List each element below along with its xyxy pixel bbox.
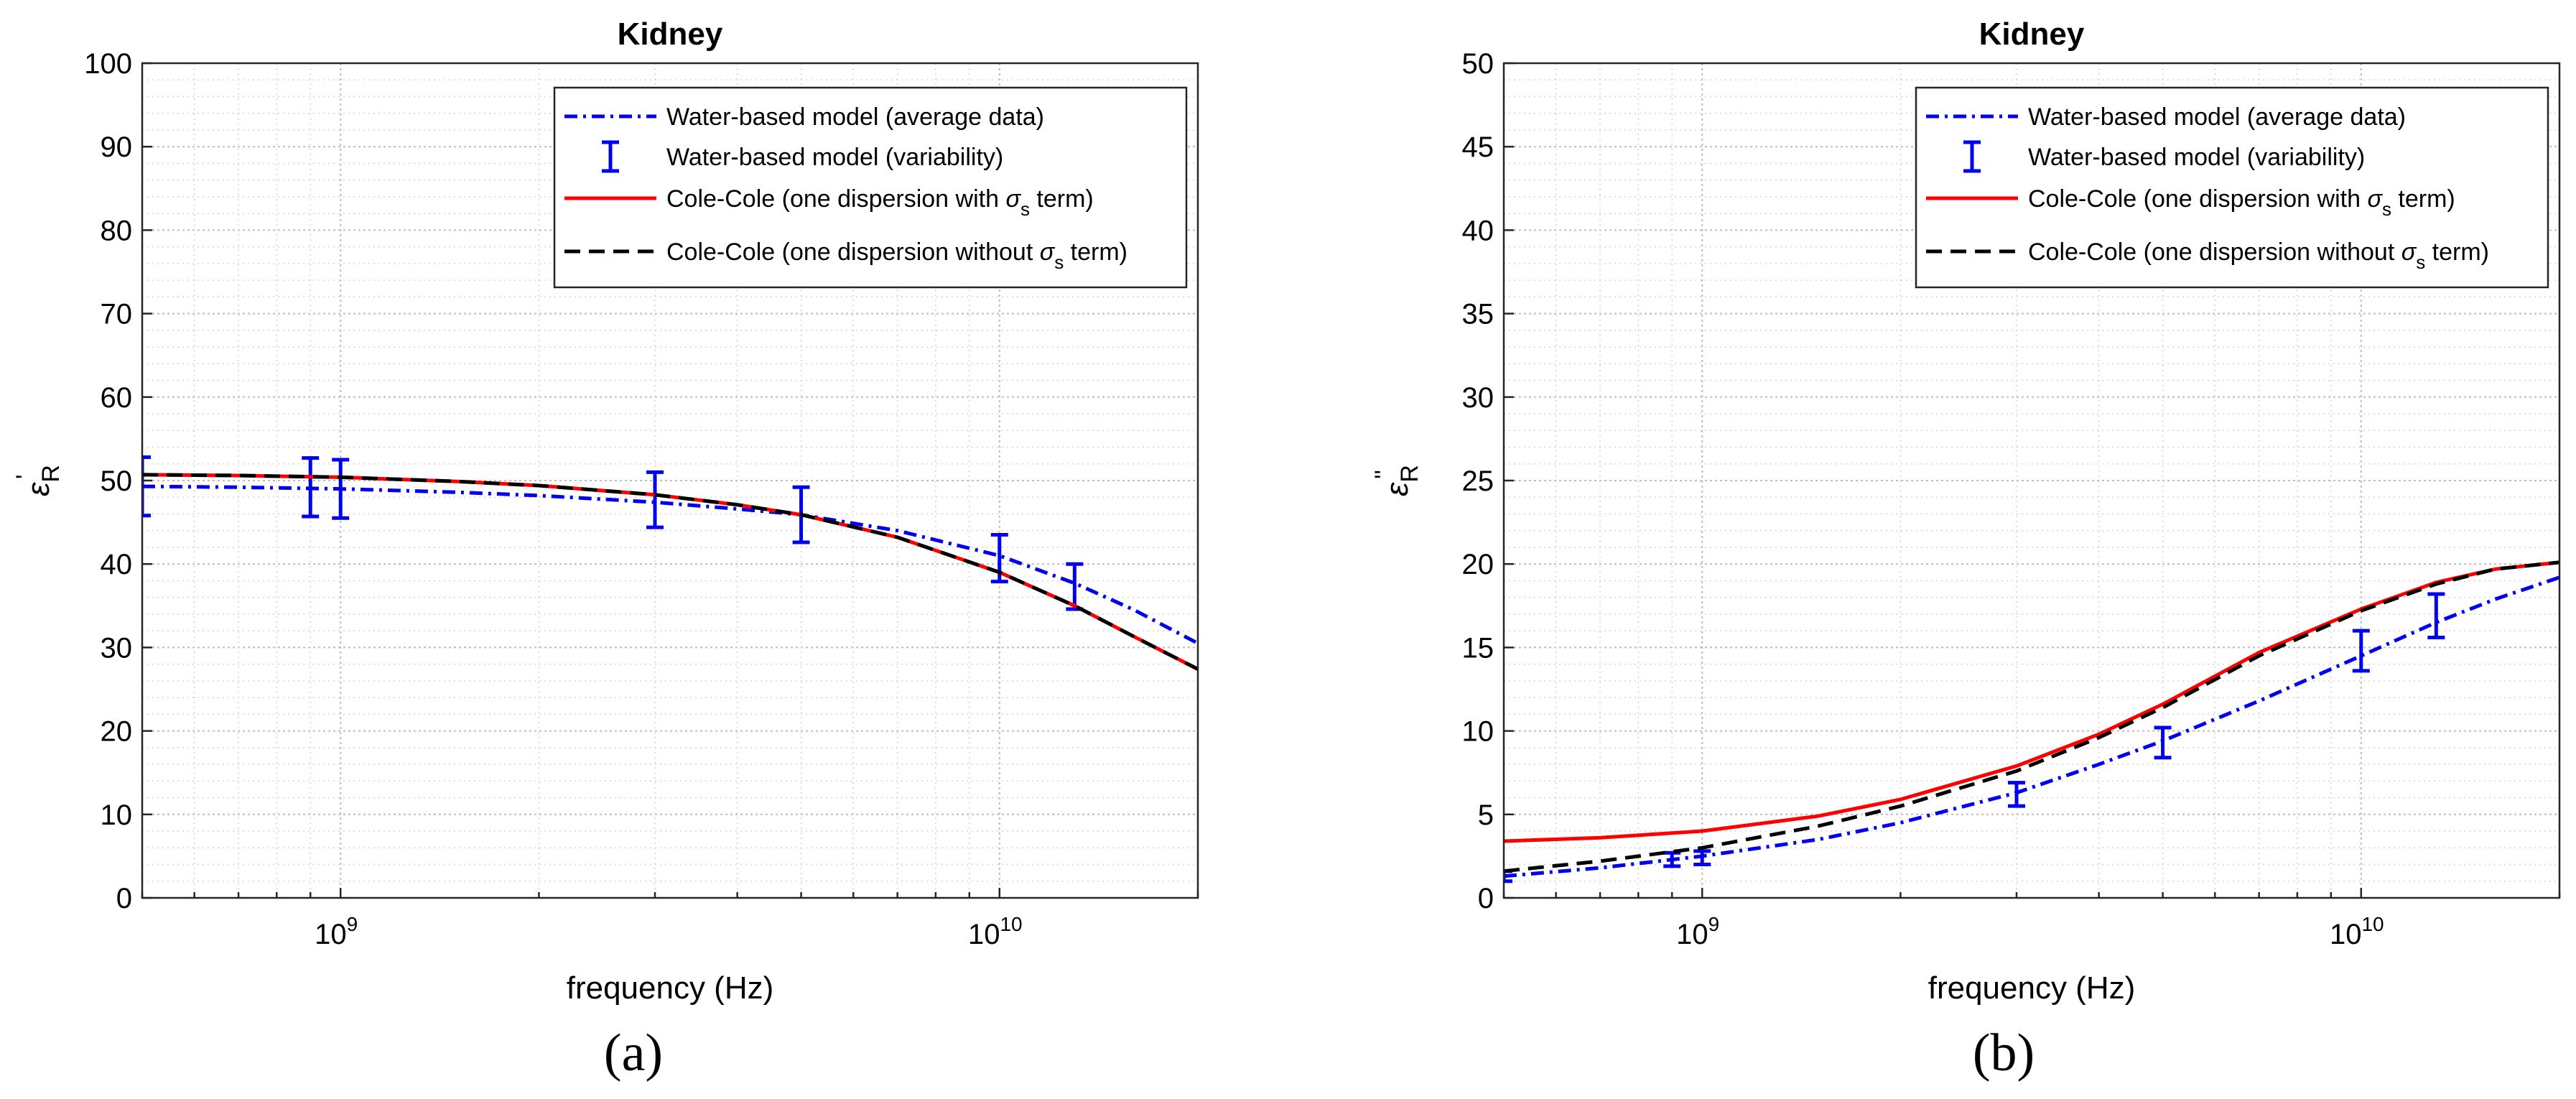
y-tick-label: 10 — [1462, 716, 1494, 748]
legend-subscript: s — [2382, 198, 2391, 220]
series-line-dashed — [142, 473, 1198, 671]
x-tick-base: 10 — [968, 919, 1000, 950]
legend-text-prefix: Cole-Cole (one dispersion without — [666, 238, 1040, 266]
y-tick-label: 35 — [1462, 299, 1494, 330]
legend-entry-label: Water-based model (average data) — [666, 103, 1044, 131]
legend-subscript: s — [2416, 251, 2425, 273]
legend-text-suffix: term) — [1064, 238, 1127, 266]
legend-subscript: s — [1054, 251, 1064, 273]
y-axis-label: εR' — [11, 465, 65, 496]
y-tick-label: 50 — [1462, 48, 1494, 80]
legend: Water-based model (average data) Water-ba… — [1915, 86, 2549, 289]
error-bar-point — [2154, 725, 2172, 760]
y-tick-label: 100 — [84, 48, 132, 80]
y-label-symbol: ε — [21, 482, 56, 496]
error-bar-point — [142, 455, 151, 518]
legend-text-prefix: Cole-Cole (one dispersion with — [666, 185, 1005, 213]
x-tick-exponent: 9 — [347, 913, 358, 935]
x-tick-exponent: 10 — [2361, 913, 2384, 935]
y-tick-label: 30 — [101, 632, 133, 664]
y-tick-label: 80 — [101, 215, 133, 246]
x-tick-label: 109 — [1676, 913, 1719, 950]
y-tick-label: 15 — [1462, 632, 1494, 664]
y-tick-label: 50 — [101, 465, 133, 497]
legend-box — [553, 86, 1188, 289]
y-label-superscript: '' — [1370, 470, 1398, 479]
legend-subscript: s — [1020, 198, 1030, 220]
error-bar-point — [2008, 781, 2026, 808]
x-tick-base: 10 — [2330, 919, 2362, 950]
chart-title: Kidney — [1979, 17, 2085, 52]
legend-entry-label: Cole-Cole (one dispersion with σs term) — [2028, 185, 2455, 220]
y-tick-label: 70 — [101, 299, 133, 330]
y-tick-label: 60 — [101, 382, 133, 414]
y-label-symbol: ε — [1380, 482, 1415, 496]
error-bar-point — [646, 470, 664, 529]
y-axis-label: εR'' — [1370, 465, 1423, 496]
legend-entry-label: Water-based model (variability) — [666, 144, 1003, 171]
x-tick-base: 10 — [315, 919, 347, 950]
x-tick-label: 1010 — [968, 913, 1023, 950]
legend-sigma: σ — [1005, 185, 1021, 213]
x-tick-label: 1010 — [2330, 913, 2384, 950]
series-group — [142, 455, 1198, 671]
error-bar-point — [302, 456, 320, 519]
panel-label: (b) — [1973, 1024, 2035, 1082]
legend-box — [1915, 86, 2549, 289]
error-bar-point — [332, 458, 350, 520]
legend-entry-label: Cole-Cole (one dispersion without σs ter… — [666, 238, 1127, 273]
y-label-subscript: R — [37, 465, 65, 483]
y-tick-label: 20 — [101, 716, 133, 748]
legend-text-suffix: term) — [2425, 238, 2489, 266]
panel-label: (a) — [604, 1024, 663, 1082]
error-bar-point — [2352, 629, 2370, 673]
y-tick-label: 90 — [101, 131, 133, 163]
legend-entry-label: Cole-Cole (one dispersion without σs ter… — [2028, 238, 2489, 273]
y-tick-label: 40 — [101, 549, 133, 580]
error-bar-point — [2427, 592, 2445, 639]
legend-text-suffix: term) — [2391, 185, 2455, 213]
y-tick-label: 40 — [1462, 215, 1494, 246]
y-tick-label: 0 — [1478, 883, 1494, 914]
legend-sigma: σ — [2401, 238, 2417, 266]
x-tick-exponent: 9 — [1708, 913, 1720, 935]
y-tick-label: 20 — [1462, 549, 1494, 580]
legend-entry-label: Water-based model (average data) — [2028, 103, 2406, 131]
y-tick-label: 5 — [1478, 799, 1494, 831]
legend-sigma: σ — [2367, 185, 2383, 213]
y-tick-label: 30 — [1462, 382, 1494, 414]
x-tick-label: 109 — [315, 913, 358, 950]
x-axis-label: frequency (Hz) — [1928, 970, 2136, 1006]
legend-entry-label: Cole-Cole (one dispersion with σs term) — [666, 185, 1094, 220]
legend-text-suffix: term) — [1030, 185, 1094, 213]
y-label-superscript: ' — [11, 475, 39, 480]
y-tick-label: 25 — [1462, 465, 1494, 497]
error-bar-point — [1693, 849, 1711, 867]
chart-title: Kidney — [618, 17, 723, 52]
x-tick-base: 10 — [1676, 919, 1708, 950]
x-tick-exponent: 10 — [1000, 913, 1022, 935]
x-axis-label: frequency (Hz) — [567, 970, 774, 1006]
y-tick-label: 10 — [101, 799, 133, 831]
legend-text-prefix: Cole-Cole (one dispersion without — [2028, 238, 2401, 266]
y-tick-label: 0 — [116, 883, 132, 914]
series-group — [1504, 560, 2559, 884]
y-tick-label: 45 — [1462, 131, 1494, 163]
legend-sigma: σ — [1040, 238, 1056, 266]
legend-text-prefix: Cole-Cole (one dispersion with — [2028, 185, 2367, 213]
legend-entry-label: Water-based model (variability) — [2028, 144, 2365, 171]
y-label-subscript: R — [1396, 465, 1423, 483]
series-line-dashed — [1504, 560, 2559, 873]
legend: Water-based model (average data) Water-ba… — [553, 86, 1188, 289]
